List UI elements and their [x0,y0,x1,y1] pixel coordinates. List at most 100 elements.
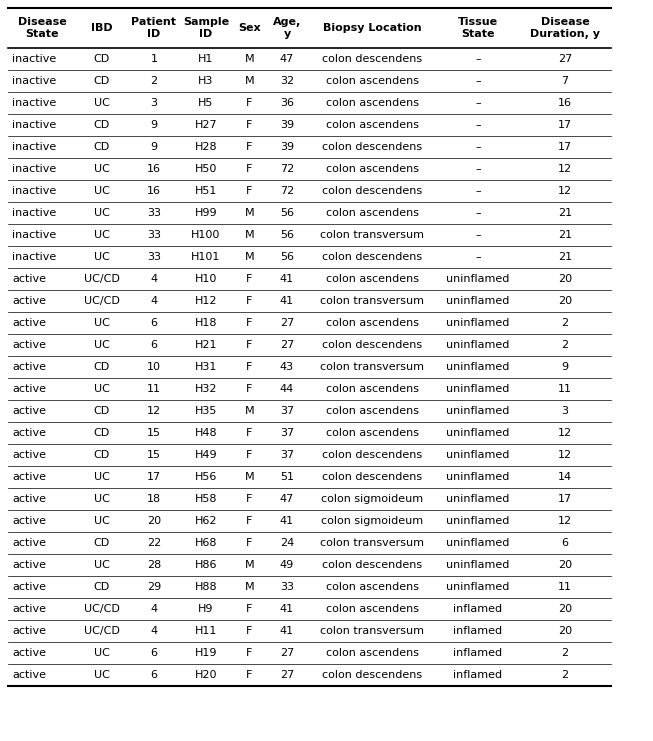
Text: UC: UC [94,164,110,174]
Text: 2: 2 [562,670,569,680]
Text: H12: H12 [195,296,217,306]
Text: uninflamed: uninflamed [446,560,510,570]
Text: UC: UC [94,186,110,196]
Text: F: F [246,626,253,636]
Text: uninflamed: uninflamed [446,516,510,526]
Text: 16: 16 [147,186,161,196]
Text: colon ascendens: colon ascendens [325,384,419,394]
Text: colon transversum: colon transversum [320,362,424,372]
Text: 9: 9 [150,142,157,152]
Text: 2: 2 [150,76,157,86]
Text: colon transversum: colon transversum [320,230,424,240]
Text: 21: 21 [558,252,572,262]
Text: 9: 9 [562,362,569,372]
Text: Patient
ID: Patient ID [131,17,176,39]
Text: active: active [12,274,46,284]
Text: colon sigmoideum: colon sigmoideum [321,494,423,504]
Text: F: F [246,604,253,614]
Text: 36: 36 [280,98,294,108]
Text: 37: 37 [280,428,294,438]
Text: 21: 21 [558,230,572,240]
Text: 15: 15 [147,450,161,460]
Text: 12: 12 [558,164,572,174]
Text: inactive: inactive [12,54,56,64]
Text: active: active [12,604,46,614]
Text: uninflamed: uninflamed [446,340,510,350]
Text: Disease
State: Disease State [18,17,67,39]
Text: H49: H49 [195,450,217,460]
Text: colon descendens: colon descendens [322,340,422,350]
Text: 11: 11 [147,384,161,394]
Text: M: M [245,560,254,570]
Text: F: F [246,670,253,680]
Text: 27: 27 [558,54,572,64]
Text: Biopsy Location: Biopsy Location [323,23,421,33]
Text: UC: UC [94,516,110,526]
Text: H56: H56 [195,472,217,482]
Text: F: F [246,186,253,196]
Text: 44: 44 [280,384,294,394]
Text: 21: 21 [558,208,572,218]
Text: 6: 6 [150,648,157,658]
Text: colon ascendens: colon ascendens [325,76,419,86]
Text: H1: H1 [199,54,214,64]
Text: active: active [12,428,46,438]
Text: CD: CD [94,538,110,548]
Text: active: active [12,494,46,504]
Text: F: F [246,120,253,130]
Text: 12: 12 [558,186,572,196]
Text: 10: 10 [147,362,161,372]
Text: inflamed: inflamed [453,648,503,658]
Text: H18: H18 [195,318,217,328]
Text: colon descendens: colon descendens [322,472,422,482]
Text: M: M [245,208,254,218]
Text: H27: H27 [195,120,217,130]
Text: 12: 12 [147,406,161,416]
Text: F: F [246,384,253,394]
Text: F: F [246,164,253,174]
Text: UC: UC [94,472,110,482]
Text: UC/CD: UC/CD [84,626,120,636]
Text: CD: CD [94,450,110,460]
Text: UC: UC [94,384,110,394]
Text: inactive: inactive [12,208,56,218]
Text: 6: 6 [150,318,157,328]
Text: 1: 1 [150,54,157,64]
Text: 27: 27 [280,340,294,350]
Text: active: active [12,450,46,460]
Text: 41: 41 [280,296,294,306]
Text: H10: H10 [195,274,217,284]
Text: 33: 33 [147,230,161,240]
Text: 51: 51 [280,472,294,482]
Text: UC/CD: UC/CD [84,296,120,306]
Text: 28: 28 [147,560,161,570]
Text: active: active [12,560,46,570]
Text: inactive: inactive [12,98,56,108]
Text: H48: H48 [195,428,217,438]
Text: 41: 41 [280,604,294,614]
Text: H3: H3 [199,76,214,86]
Text: 37: 37 [280,450,294,460]
Text: active: active [12,340,46,350]
Text: F: F [246,296,253,306]
Text: F: F [246,142,253,152]
Text: –: – [475,208,481,218]
Text: M: M [245,230,254,240]
Text: M: M [245,582,254,592]
Text: 20: 20 [147,516,161,526]
Text: –: – [475,164,481,174]
Text: active: active [12,362,46,372]
Text: Disease
Duration, y: Disease Duration, y [530,17,600,39]
Text: H100: H100 [191,230,221,240]
Text: 27: 27 [280,648,294,658]
Text: 4: 4 [150,626,157,636]
Text: 72: 72 [280,186,294,196]
Text: F: F [246,450,253,460]
Text: H11: H11 [195,626,217,636]
Text: active: active [12,406,46,416]
Text: H88: H88 [195,582,217,592]
Text: active: active [12,582,46,592]
Text: 47: 47 [280,494,294,504]
Text: M: M [245,406,254,416]
Text: H20: H20 [195,670,217,680]
